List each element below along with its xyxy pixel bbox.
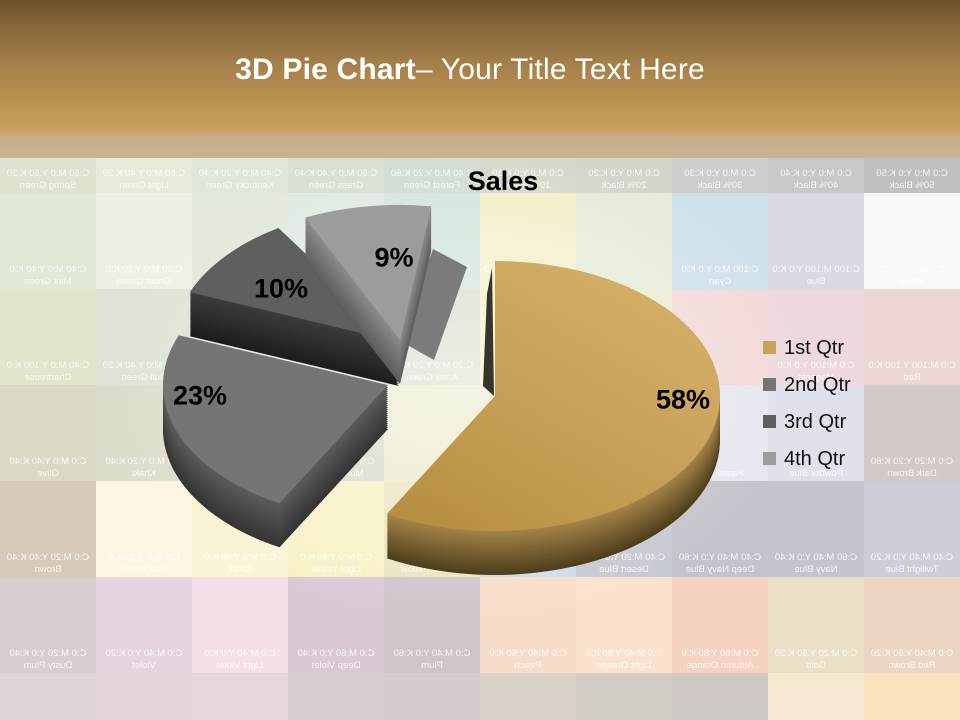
- slide-title-bold: 3D Pie Chart: [235, 53, 416, 86]
- bg-swatch-cell: C:0 M:0 Y:40 K:40 Olive: [0, 385, 96, 481]
- bg-swatch-cell: C:40 M:40 Y:0 K:20 Twilight Blue: [864, 481, 960, 577]
- bg-swatch-cell: [576, 673, 672, 720]
- legend-swatch: [763, 341, 776, 354]
- bg-swatch-cell: C:0 M:0 Y:0 K:0 White: [864, 193, 960, 289]
- legend-label: 1st Qtr: [784, 336, 845, 359]
- pie-slice-top-face: [163, 335, 388, 504]
- pie-slice-top-face: [304, 205, 432, 340]
- pie-slice-4th-qtr: [304, 205, 467, 384]
- legend-label: 2nd Qtr: [784, 373, 851, 396]
- legend-item-2nd-qtr: 2nd Qtr: [763, 366, 851, 403]
- slide-title: 3D Pie Chart– Your Title Text Here: [0, 48, 940, 92]
- bg-swatch-cell: C:0 M:20 Y:0 K:40 Dusty Plum: [0, 577, 96, 673]
- bg-swatch-cell: C:40 M:0 Y:40 K:0 Mint Green: [0, 193, 96, 289]
- bg-swatch-cell: [96, 673, 192, 720]
- legend-swatch: [763, 378, 776, 391]
- legend-item-4th-qtr: 4th Qtr: [763, 440, 851, 477]
- pie-slice-2nd-qtr: [163, 335, 388, 548]
- bg-swatch-cell: C:0 M:20 Y:40 K:40 Brown: [0, 481, 96, 577]
- bg-swatch-cell: C:0 M:20 Y:20 K:60 Dark Brown: [864, 385, 960, 481]
- bg-swatch-cell: [0, 673, 96, 720]
- legend-item-3rd-qtr: 3rd Qtr: [763, 403, 851, 440]
- pie-slice-top-face: [386, 261, 721, 531]
- bg-swatch-cell: [288, 673, 384, 720]
- chart-title: Sales: [467, 166, 539, 196]
- bg-swatch-cell: [384, 673, 480, 720]
- slide-title-rest: – Your Title Text Here: [415, 53, 705, 86]
- pie-slice-side-wall: [483, 268, 494, 396]
- bg-swatch-cell: [672, 673, 768, 720]
- legend-swatch: [763, 452, 776, 465]
- bg-swatch-cell: [768, 673, 864, 720]
- bg-swatch-cell: [192, 673, 288, 720]
- bg-swatch-cell: C:0 M:100 Y:100 K:0 Red: [864, 289, 960, 385]
- pie-slice-3rd-qtr: [189, 228, 399, 386]
- chart-legend: 1st Qtr 2nd Qtr 3rd Qtr 4th Qtr: [763, 329, 851, 477]
- pie-slice-side-wall: [400, 249, 467, 360]
- bg-swatch-cell: C:40 M:0 Y:100 K:0 Chartreuse: [0, 289, 96, 385]
- pie-slice-1st-qtr: [386, 261, 721, 575]
- slice-label-4th-qtr: 9%: [374, 242, 414, 273]
- slice-label-3rd-qtr: 10%: [253, 273, 309, 304]
- legend-label: 4th Qtr: [784, 447, 846, 470]
- legend-item-1st-qtr: 1st Qtr: [763, 329, 851, 366]
- bg-swatch-cell: [864, 673, 960, 720]
- legend-swatch: [763, 415, 776, 428]
- bg-swatch-cell: C:0 M:40 Y:60 K:20 Red Brown: [864, 577, 960, 673]
- slice-label-2nd-qtr: 23%: [172, 380, 228, 411]
- legend-label: 3rd Qtr: [784, 410, 847, 433]
- header-band: 3D Pie Chart– Your Title Text Here: [0, 0, 960, 158]
- bg-swatch-cell: [480, 673, 576, 720]
- slice-label-1st-qtr: 58%: [655, 384, 711, 415]
